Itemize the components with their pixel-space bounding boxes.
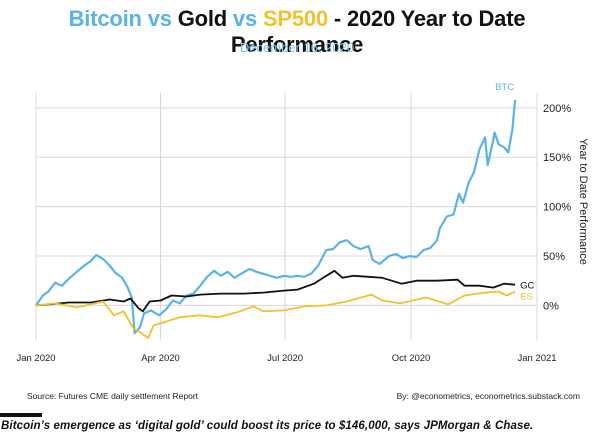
x-tick-label-2020-07-01: Jul 2020 [267,353,303,364]
y-tick-label-100: 100% [543,202,571,214]
x-tick-label-2020-10-01: Oct 2020 [392,353,431,364]
chart-plot: 0% 50% 100% 150% 200% Jan 2020 Apr 2020 Jul 202… [16,82,589,364]
y-axis-title: Year to Date Performance [577,138,589,265]
y-tick-label-150: 150% [543,152,571,164]
chart-title: Bitcoin vs Gold vs SP500 - 2020 Year to … [0,6,594,58]
title-sp500: SP500 [262,6,328,31]
y-tick-label-200: 200% [543,103,571,115]
y-tick-label-50: 50% [543,251,565,263]
byline-note: By: @econometrics, econometrics.substack… [396,391,580,401]
series-end-label-btc: BTC [495,82,514,93]
y-tick-label-0: 0% [543,300,559,312]
series-line-gc [35,269,516,313]
x-tick-label-2020-01-01: Jan 2020 [16,353,55,364]
title-rest: - 2020 Year to Date Performance [230,6,526,57]
source-note: Source: Futures CME daily settlement Rep… [27,391,199,401]
title-bitcoin: Bitcoin [68,6,142,31]
caption-bar [0,413,42,417]
title-gold: Gold [177,6,228,31]
series-line-es [35,290,516,339]
x-tick-label-2020-04-01: Apr 2020 [141,353,180,364]
title-vs-1: vs [147,6,172,31]
chart-subtitle: December 16, 2020 [239,40,355,55]
series-line-btc [35,99,517,335]
series-end-label-gc: GC [520,281,534,292]
x-tick-label-2021-01-01: Jan 2021 [517,353,556,364]
title-vs-2: vs [232,6,257,31]
article-caption: Bitcoin’s emergence as ‘digital gold’ co… [1,420,534,432]
series-end-label-es: ES [520,292,533,303]
